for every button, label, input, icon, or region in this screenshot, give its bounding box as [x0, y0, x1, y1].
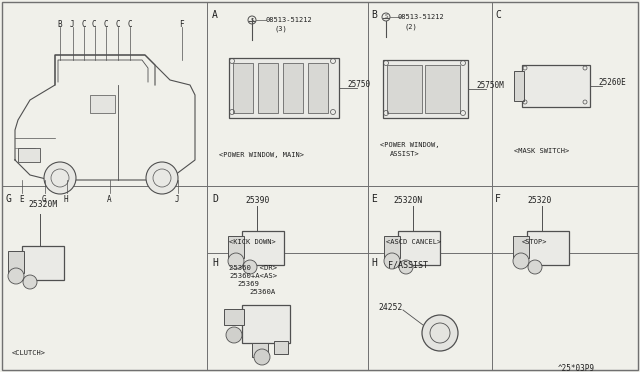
Text: 25369: 25369 — [237, 281, 259, 287]
Text: (3): (3) — [274, 26, 287, 32]
Text: C: C — [127, 20, 132, 29]
Text: 25390: 25390 — [245, 196, 269, 205]
Text: (2): (2) — [404, 23, 417, 29]
Bar — [274, 341, 288, 354]
Circle shape — [243, 260, 257, 274]
Text: 25750: 25750 — [347, 80, 370, 89]
Bar — [513, 236, 529, 258]
Text: <CLUTCH>: <CLUTCH> — [12, 350, 46, 356]
Circle shape — [384, 253, 400, 269]
Text: <KICK DOWN>: <KICK DOWN> — [229, 239, 276, 245]
Text: 08513-51212: 08513-51212 — [266, 17, 313, 23]
Text: F: F — [495, 194, 501, 204]
Bar — [224, 309, 244, 325]
Bar — [398, 231, 440, 265]
Bar — [384, 236, 400, 258]
Bar — [514, 71, 524, 101]
Bar — [228, 236, 244, 258]
Circle shape — [228, 253, 244, 269]
Text: B: B — [57, 20, 61, 29]
Circle shape — [8, 268, 24, 284]
Text: H: H — [64, 195, 68, 204]
Circle shape — [23, 275, 37, 289]
Circle shape — [226, 327, 242, 343]
Text: E: E — [19, 195, 24, 204]
Text: J: J — [70, 20, 75, 29]
Text: 25360  <DR>: 25360 <DR> — [229, 265, 277, 271]
Bar — [308, 63, 328, 113]
Circle shape — [254, 349, 270, 365]
Text: H: H — [212, 258, 218, 268]
Text: C: C — [115, 20, 120, 29]
Circle shape — [44, 162, 76, 194]
Text: 25750M: 25750M — [476, 81, 504, 90]
Bar — [258, 63, 278, 113]
Text: 25260E: 25260E — [598, 78, 626, 87]
Text: G: G — [42, 195, 47, 204]
Bar — [90, 95, 115, 113]
Bar — [242, 305, 290, 343]
Text: ASSIST>: ASSIST> — [390, 151, 420, 157]
Circle shape — [513, 253, 529, 269]
Bar — [383, 60, 468, 118]
Text: 08513-51212: 08513-51212 — [398, 14, 445, 20]
Circle shape — [528, 260, 542, 274]
Text: 25360A: 25360A — [249, 289, 275, 295]
Text: H: H — [371, 258, 377, 268]
Circle shape — [399, 260, 413, 274]
Text: C: C — [103, 20, 108, 29]
Text: J: J — [175, 195, 180, 204]
Text: S: S — [384, 15, 388, 19]
Bar — [233, 63, 253, 113]
Text: C: C — [92, 20, 97, 29]
Circle shape — [422, 315, 458, 351]
Bar — [522, 65, 590, 107]
Text: F/ASSIST: F/ASSIST — [388, 261, 428, 270]
Bar — [18, 148, 40, 162]
Text: 25320N: 25320N — [393, 196, 422, 205]
Text: A: A — [212, 10, 218, 20]
Bar — [252, 343, 268, 357]
Text: <STOP>: <STOP> — [522, 239, 547, 245]
Bar — [527, 231, 569, 265]
Bar — [229, 58, 339, 118]
Circle shape — [146, 162, 178, 194]
Text: A: A — [107, 195, 111, 204]
Bar — [387, 65, 422, 113]
Text: C: C — [495, 10, 501, 20]
Text: <MASK SWITCH>: <MASK SWITCH> — [514, 148, 569, 154]
Text: 24252: 24252 — [378, 303, 403, 312]
Bar — [22, 246, 64, 280]
Text: 25320M: 25320M — [28, 200, 57, 209]
Text: 25320: 25320 — [527, 196, 552, 205]
Text: F: F — [179, 20, 184, 29]
Bar — [283, 63, 303, 113]
Text: B: B — [371, 10, 377, 20]
Bar — [8, 251, 24, 273]
Text: ^25*03P9: ^25*03P9 — [558, 364, 595, 372]
Text: S: S — [250, 17, 253, 22]
Text: <POWER WINDOW,: <POWER WINDOW, — [380, 142, 440, 148]
Bar — [425, 65, 460, 113]
Text: 25360+A<AS>: 25360+A<AS> — [229, 273, 277, 279]
Text: G: G — [5, 194, 11, 204]
Bar — [242, 231, 284, 265]
Text: C: C — [81, 20, 86, 29]
Text: <POWER WINDOW, MAIN>: <POWER WINDOW, MAIN> — [219, 152, 304, 158]
Text: <ASCD CANCEL>: <ASCD CANCEL> — [386, 239, 441, 245]
Text: E: E — [371, 194, 377, 204]
Text: D: D — [212, 194, 218, 204]
